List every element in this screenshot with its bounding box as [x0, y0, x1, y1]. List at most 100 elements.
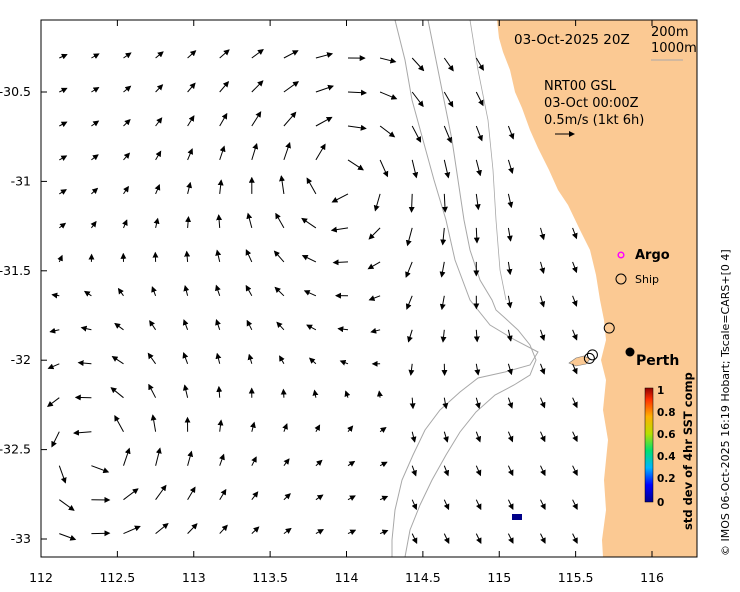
current-vector [442, 397, 449, 410]
current-vector [279, 355, 285, 365]
current-vector [155, 447, 162, 466]
current-vector [91, 187, 99, 195]
current-vector [58, 465, 67, 484]
current-vector [59, 533, 77, 541]
current-vector [572, 465, 578, 476]
current-vector [475, 159, 482, 177]
current-vector [155, 51, 164, 59]
current-vector [539, 363, 546, 375]
current-vector [540, 533, 546, 544]
ship-marker [603, 322, 615, 334]
current-vector [443, 533, 450, 545]
current-vector [507, 465, 514, 477]
current-vector [347, 425, 354, 433]
current-vector [331, 193, 349, 203]
city-label-perth: Perth [636, 353, 679, 369]
ship-marker-icon [615, 273, 627, 285]
current-vector [373, 193, 381, 212]
current-vector [315, 143, 326, 161]
current-vector [217, 419, 224, 432]
current-vector [474, 397, 481, 409]
current-vector [275, 212, 285, 229]
y-tick-label: -31 [11, 173, 31, 188]
x-tick-label: 114.5 [405, 570, 441, 585]
current-vector [187, 450, 194, 466]
product-label: NRT00 GSL [544, 79, 617, 94]
current-vector [347, 529, 357, 536]
current-vector [219, 81, 230, 93]
x-tick-label: 113 [182, 570, 206, 585]
current-vector [439, 295, 446, 311]
current-vector [155, 150, 162, 161]
current-vector [475, 533, 482, 545]
current-vector [301, 254, 317, 263]
current-vector [123, 119, 131, 127]
current-vector [405, 295, 413, 310]
current-vector [251, 491, 259, 501]
current-vector [475, 431, 482, 443]
y-tick-label: -30.5 [0, 84, 31, 99]
current-vector [59, 189, 67, 195]
current-vector [57, 254, 63, 263]
current-vector [51, 431, 60, 448]
current-vector [507, 533, 514, 544]
current-vector [347, 460, 356, 467]
current-vector [49, 327, 60, 334]
current-vector [540, 499, 546, 510]
current-vector [443, 159, 451, 179]
current-vectors [47, 49, 578, 545]
current-vector [473, 227, 480, 244]
current-vector [215, 352, 222, 364]
current-vector [187, 148, 194, 161]
current-vector [475, 125, 483, 142]
colorbar-tick: 0.4 [657, 451, 676, 463]
current-vector [123, 52, 132, 59]
current-vector [280, 388, 287, 398]
current-vector [572, 431, 578, 443]
current-vector [276, 321, 285, 331]
current-vector [411, 533, 418, 545]
current-vector [475, 499, 482, 511]
current-vector [91, 465, 110, 474]
current-vector [306, 177, 317, 195]
current-vector [379, 91, 398, 100]
current-vector [91, 154, 99, 161]
y-tick-label: -31.5 [0, 263, 31, 278]
colorbar-tick: 0.8 [657, 407, 676, 419]
current-vector [219, 453, 225, 466]
map-frame [40, 19, 698, 558]
x-tick-label: 114 [335, 570, 359, 585]
current-vector [539, 397, 546, 409]
current-vector [376, 390, 383, 398]
current-vector [186, 181, 193, 195]
current-vector [91, 53, 100, 59]
current-vector [314, 424, 321, 432]
current-vector [440, 329, 447, 343]
current-vector [110, 387, 124, 399]
current-vector [315, 52, 334, 59]
current-vector [506, 227, 513, 242]
current-vector [123, 525, 141, 535]
current-vector [330, 226, 349, 233]
x-tick-label: 112 [29, 570, 53, 585]
current-vector [215, 249, 222, 263]
current-vector [80, 325, 92, 332]
current-vector [283, 527, 292, 535]
current-vector [506, 329, 513, 342]
current-vector [474, 363, 481, 376]
current-vector [155, 522, 169, 534]
rottnest-island [568, 355, 591, 367]
current-vector [572, 533, 578, 544]
current-vector [443, 91, 454, 108]
current-vector [51, 292, 60, 299]
vector-scale-label: 0.5m/s (1kt 6h) [544, 113, 644, 128]
current-vector [251, 142, 259, 161]
datetime-label: 03-Oct-2025 20Z [514, 32, 630, 48]
current-vector [111, 356, 124, 365]
current-vector [73, 429, 92, 436]
current-vector [572, 363, 578, 375]
current-vector [409, 397, 416, 410]
current-vector [315, 116, 333, 127]
current-vector [123, 447, 131, 466]
